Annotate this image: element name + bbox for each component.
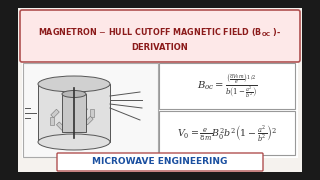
FancyBboxPatch shape [18, 8, 302, 172]
Ellipse shape [38, 76, 110, 92]
FancyBboxPatch shape [23, 63, 158, 157]
Text: $B_{oc} = \frac{\left(\frac{8V_0 m}{e}\right)^{1/2}}{b\left(1 - \frac{a^2}{b^2}\: $B_{oc} = \frac{\left(\frac{8V_0 m}{e}\r… [196, 72, 257, 100]
Text: MICROWAVE ENGINEERING: MICROWAVE ENGINEERING [92, 158, 228, 166]
Bar [62, 94, 86, 132]
FancyBboxPatch shape [159, 63, 295, 109]
Ellipse shape [62, 91, 86, 98]
Bar [79, 103, 88, 112]
Bar [85, 116, 93, 125]
Bar [38, 84, 110, 142]
Text: $V_0 = \frac{e}{8m} B_0^2 b^2 \left(1 - \frac{a^2}{b^2}\right)^2$: $V_0 = \frac{e}{8m} B_0^2 b^2 \left(1 - … [177, 123, 277, 143]
Bar [56, 122, 65, 130]
Bar [50, 117, 54, 125]
Bar [51, 109, 59, 118]
Text: DERIVATION: DERIVATION [132, 42, 188, 51]
FancyBboxPatch shape [20, 10, 300, 62]
FancyBboxPatch shape [159, 111, 295, 155]
Text: MAGNETRON $-$ HULL CUTOFF MAGNETIC FIELD (B$_{\mathregular{OC}}$ )-: MAGNETRON $-$ HULL CUTOFF MAGNETIC FIELD… [38, 27, 282, 39]
FancyBboxPatch shape [22, 62, 298, 158]
FancyBboxPatch shape [57, 153, 263, 171]
Bar [64, 106, 72, 110]
Bar [72, 124, 80, 128]
Bar [90, 109, 94, 117]
Ellipse shape [38, 134, 110, 150]
